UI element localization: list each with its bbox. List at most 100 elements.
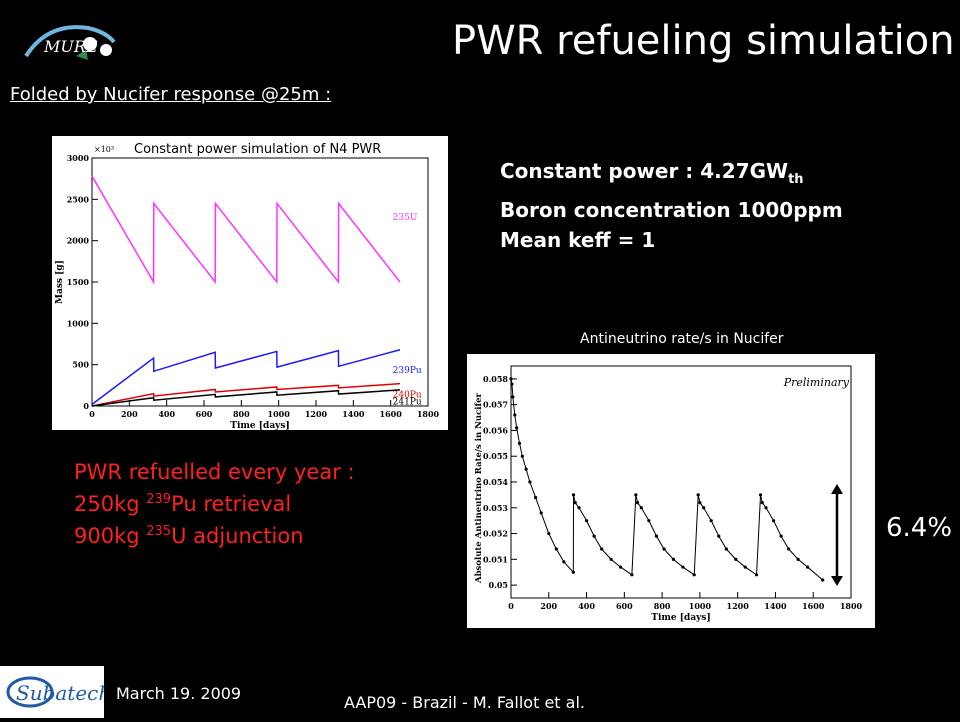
x-axis-label: Time [days] <box>230 421 289 430</box>
x-tick-label: 1600 <box>380 409 403 419</box>
data-point <box>573 501 577 505</box>
x-tick-label: 400 <box>158 409 175 419</box>
y-tick-label: 0.055 <box>483 451 508 461</box>
mass-chart: 0 200 400 600 800 1000 1200 1400 1600 1800 0 500 100… <box>52 136 448 431</box>
data-point <box>528 480 532 484</box>
y-tick-label: 0.052 <box>483 529 508 539</box>
y-tick-label: 0 <box>83 401 89 411</box>
y-tick-label: 0.053 <box>483 503 508 513</box>
y-axis-label: Absolute Antineutrino Rate/s in Nucifer <box>474 392 484 584</box>
x-axis-label: Time [days] <box>651 613 710 623</box>
data-point <box>539 511 543 515</box>
y-axis-label: Mass [g] <box>55 260 65 304</box>
data-point <box>779 534 783 538</box>
x-tick-label: 800 <box>233 409 250 419</box>
simulation-parameters: Constant power : 4.27GWth Boron concentr… <box>500 156 843 255</box>
x-tick-label: 400 <box>578 601 595 611</box>
x-tick-label: 1800 <box>840 601 863 611</box>
data-point <box>618 565 623 569</box>
series-label-241Pu: 241Pu <box>393 397 422 407</box>
x-tick-label: 600 <box>196 409 213 419</box>
rate-chart-title: Antineutrino rate/s in Nucifer <box>580 331 784 347</box>
mass-chart-title: Constant power simulation of N4 PWR <box>134 142 382 157</box>
y-tick-label: 1000 <box>67 318 90 328</box>
data-point <box>571 493 576 497</box>
data-point <box>702 506 706 510</box>
footer-credit: AAP09 - Brazil - M. Fallot et al. <box>344 693 585 712</box>
x-tick-label: 0 <box>508 601 514 611</box>
x-tick-label: 1200 <box>305 409 328 419</box>
data-point <box>647 519 651 523</box>
data-point <box>681 565 685 569</box>
data-point <box>639 506 643 510</box>
data-point <box>760 501 764 505</box>
data-point <box>524 467 528 471</box>
data-point <box>709 519 713 523</box>
subatech-logo-text: Subatech <box>16 681 104 705</box>
preliminary-annotation: Preliminary <box>783 376 850 389</box>
data-point <box>743 565 747 569</box>
refuel-line-3: 900kg 235U adjunction <box>74 524 304 548</box>
x-tick-label: 1000 <box>268 409 291 419</box>
data-point <box>517 441 522 445</box>
refuel-description: PWR refuelled every year : 250kg 239Pu r… <box>74 458 355 550</box>
y-tick-label: 0.056 <box>483 425 508 435</box>
mass-chart-svg: 0 200 400 600 800 1000 1200 1400 1600 1800 0 500 100… <box>55 145 440 431</box>
data-point <box>758 493 763 497</box>
data-point <box>571 570 575 574</box>
rate-chart-svg: 0 200 400 600 800 1000 1200 1400 1600 1800 0.05 0.0… <box>474 365 863 623</box>
variation-arrow-bottom <box>831 576 843 586</box>
data-point <box>671 557 676 561</box>
data-point <box>511 395 515 399</box>
data-point <box>509 377 513 381</box>
series-line-rate <box>510 378 823 581</box>
data-point <box>654 534 659 538</box>
data-point <box>600 547 604 551</box>
series-line-241Pu <box>91 389 401 407</box>
series-label-235U: 235U <box>393 213 418 223</box>
x-tick-label: 200 <box>540 601 557 611</box>
y-tick-label: 0.054 <box>483 477 508 487</box>
data-point <box>698 501 702 505</box>
data-point <box>696 493 700 497</box>
series-line-240Pu <box>91 382 401 407</box>
y-multiplier: ×10³ <box>94 145 114 154</box>
data-point <box>635 501 640 505</box>
data-point <box>796 557 800 561</box>
y-tick-label: 0.058 <box>483 374 508 384</box>
data-point <box>515 426 519 430</box>
subatech-logo: Subatech <box>0 666 111 718</box>
x-tick-label: 600 <box>616 601 633 611</box>
date-label: March 19. 2009 <box>116 684 242 703</box>
data-point <box>609 557 613 561</box>
data-point <box>754 573 759 577</box>
folded-label: Folded by Nucifer response @25m : <box>10 84 332 105</box>
variation-label: 6.4% <box>886 513 953 543</box>
data-point <box>520 454 524 458</box>
data-point <box>562 560 566 564</box>
y-tick-label: 0.05 <box>489 580 508 590</box>
x-tick-label: 1400 <box>342 409 365 419</box>
data-point <box>533 495 538 500</box>
x-tick-label: 200 <box>121 409 138 419</box>
variation-arrow-top <box>831 484 843 494</box>
data-point <box>547 531 551 536</box>
refuel-line-1: PWR refuelled every year : <box>74 460 355 484</box>
data-point <box>787 547 791 551</box>
data-point <box>771 519 776 523</box>
series-label-239Pu: 239Pu <box>393 366 422 376</box>
data-point <box>764 506 768 510</box>
y-tick-label: 2000 <box>67 236 90 246</box>
refuel-line-2: 250kg 239Pu retrieval <box>74 492 292 516</box>
series-label-240Pu: 240Pu <box>393 391 422 401</box>
data-point <box>805 565 810 569</box>
data-point <box>692 573 696 577</box>
y-tick-label: 2500 <box>67 194 90 204</box>
data-point <box>577 506 581 510</box>
y-tick-label: 0.051 <box>483 554 508 564</box>
series-line-239Pu <box>91 349 401 405</box>
data-point <box>634 493 638 497</box>
data-point <box>630 573 634 577</box>
param-keff: Mean keff = 1 <box>500 228 656 252</box>
data-point <box>510 382 514 386</box>
